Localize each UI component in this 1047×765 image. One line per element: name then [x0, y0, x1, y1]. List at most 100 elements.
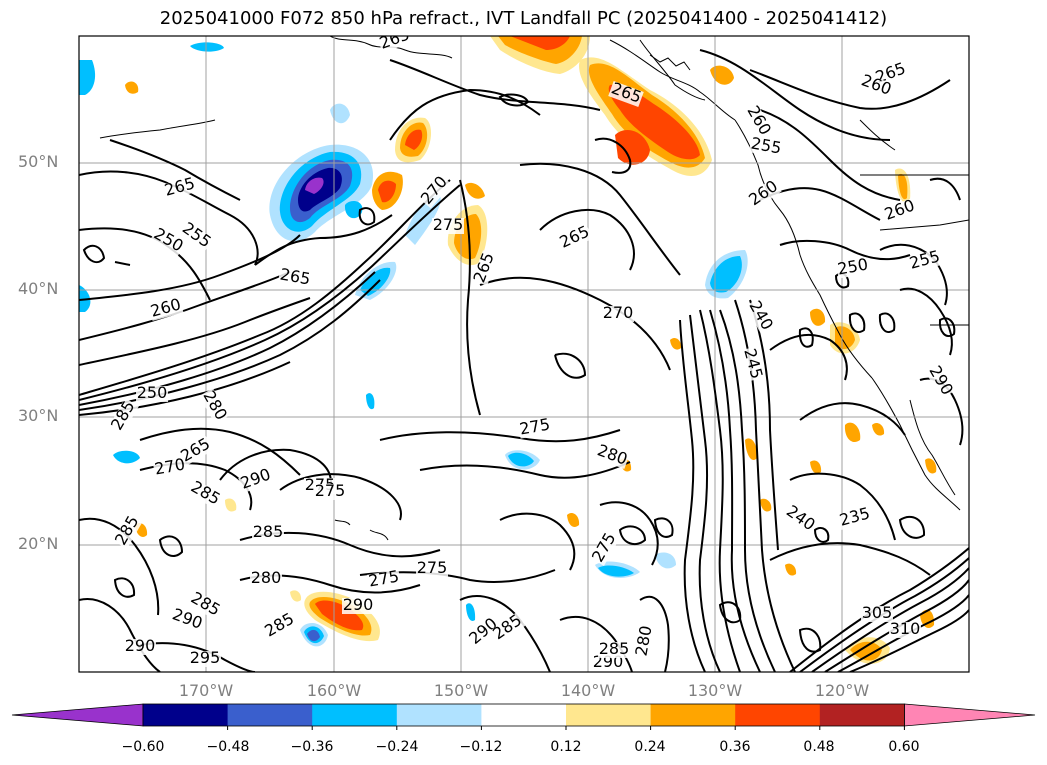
contour-label-bg: [907, 249, 943, 273]
colorbar-tick: −0.12: [459, 739, 503, 755]
lon-label-170w: 170°W: [178, 681, 234, 700]
lon-label-140w: 140°W: [560, 681, 616, 700]
contour-label: 275: [315, 481, 346, 500]
colorbar-tick: −0.60: [121, 739, 165, 755]
colorbar-segment: [650, 704, 736, 726]
contour-label-bg: [925, 363, 955, 399]
contour-label-bg: [252, 525, 284, 541]
colorbar-segment: [735, 704, 821, 726]
contour-label: 285: [253, 522, 284, 541]
lon-label-130w: 130°W: [687, 681, 743, 700]
contour-label-bg: [150, 226, 186, 256]
contour-label-bg: [602, 306, 634, 322]
contour-label-bg: [136, 386, 168, 402]
contour-label: 310: [890, 619, 921, 638]
contour-label: 270: [603, 303, 634, 322]
contour-label-bg: [262, 611, 298, 641]
colorbar-tick: 0.60: [888, 739, 920, 755]
contour-label-bg: [466, 615, 502, 649]
contour-label: 290: [125, 636, 156, 655]
contour-label: 295: [190, 648, 221, 667]
contour-label-bg: [598, 642, 630, 658]
contour-label-bg: [517, 417, 553, 439]
contour-label-bg: [189, 651, 221, 667]
lon-label-160w: 160°W: [306, 681, 362, 700]
contour-label: 280: [251, 568, 282, 587]
contour-label-bg: [746, 178, 782, 210]
contour-label-bg: [148, 297, 184, 321]
contour-label-bg: [187, 590, 223, 620]
contour-label-bg: [634, 623, 656, 659]
contour-label-bg: [187, 479, 223, 509]
contour-label-bg: [472, 250, 498, 286]
contour-label-bg: [342, 598, 374, 614]
lat-label-30n: 30°N: [18, 406, 59, 425]
colorbar-segment: [143, 704, 229, 726]
contour-label: 275: [433, 215, 464, 234]
contour-label-bg: [418, 173, 452, 209]
contour-label-bg: [416, 561, 448, 577]
contour-label-bg: [238, 467, 274, 493]
contour-label: 250: [137, 383, 168, 402]
colorbar-segment: [312, 704, 398, 726]
colorbar-extend-low: [11, 703, 144, 727]
contour-label-bg: [366, 569, 402, 591]
contour-label-bg: [590, 530, 620, 566]
plot-frame: [78, 35, 970, 673]
contour-label-bg: [250, 571, 282, 587]
colorbar-tick: −0.36: [290, 739, 334, 755]
coastlines: [99, 36, 969, 541]
colorbar-frame: [142, 703, 905, 727]
contour-label-bg: [835, 257, 871, 279]
contour-label-bg: [882, 198, 918, 224]
contour-label-bg: [178, 436, 214, 466]
colorbar-tick: −0.24: [375, 739, 419, 755]
contour-label-bg: [837, 506, 873, 530]
contour-label-bg: [377, 36, 413, 53]
colorbar-segment: [566, 704, 652, 726]
contour-label-bg: [432, 218, 464, 234]
contour-label: 285: [599, 639, 630, 658]
contour-label-bg: [113, 513, 143, 549]
contour-label-bg: [152, 457, 188, 479]
lat-label-20n: 20°N: [18, 534, 59, 553]
colorbar-segment: [819, 704, 905, 726]
lon-label-150w: 150°W: [433, 681, 489, 700]
colorbar-tick: 0.48: [803, 739, 835, 755]
contour-label-bg: [740, 346, 764, 382]
contour-label-bg: [592, 655, 624, 671]
contour-label-bg: [557, 223, 593, 253]
contour-label-bg: [889, 622, 921, 638]
colorbar-extend-high: [904, 703, 1036, 727]
contour-label-bg: [594, 443, 630, 469]
colorbar: [11, 703, 1036, 730]
colorbar-segment: [481, 704, 567, 726]
contour-label-bg: [608, 81, 644, 107]
contour-label-bg: [861, 606, 893, 622]
colorbar-segment: [396, 704, 482, 726]
contour-label-bg: [162, 176, 198, 200]
contour-label-bg: [277, 267, 313, 289]
contour-label: 275: [417, 558, 448, 577]
contour-label-bg: [858, 73, 894, 99]
lat-label-40n: 40°N: [18, 279, 59, 298]
lat-label-50n: 50°N: [18, 152, 59, 171]
contour-label-bg: [314, 484, 346, 500]
contour-label-bg: [748, 136, 784, 158]
contour-label-bg: [178, 220, 214, 252]
contour-label: 305: [862, 603, 893, 622]
plot-area: 2652502552602652702752652652702652652602…: [79, 36, 969, 672]
lon-label-120w: 120°W: [814, 681, 870, 700]
colorbar-tick: 0.12: [550, 739, 582, 755]
colorbar-segment: [227, 704, 313, 726]
gridlines: [79, 36, 969, 672]
contour-label-bg: [490, 612, 526, 644]
map-title: 2025041000 F072 850 hPa refract., IVT La…: [159, 8, 888, 29]
contour-label-bg: [199, 388, 229, 424]
contour-label-bg: [169, 607, 205, 633]
colorbar-tick: −0.48: [206, 739, 250, 755]
contour-label-bg: [782, 503, 818, 535]
contour-label-bg: [745, 298, 775, 334]
colorbar-tick: 0.24: [634, 739, 666, 755]
